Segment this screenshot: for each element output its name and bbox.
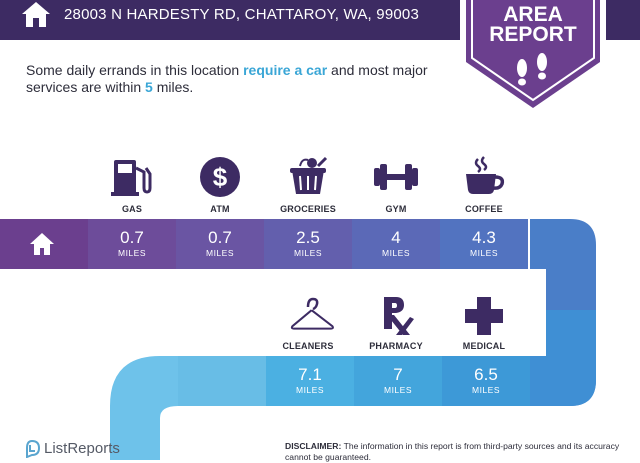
cleaners-icon-wrap: [264, 295, 352, 341]
listreports-logo-icon: [26, 440, 40, 458]
label-pharmacy: PHARMACY: [369, 341, 423, 351]
medical-icon-wrap: [440, 295, 528, 341]
dumbbell-icon: [374, 164, 418, 190]
atm-icon-wrap: $: [176, 156, 264, 202]
label-gym: GYM: [385, 204, 407, 214]
disclaimer: DISCLAIMER: The information in this repo…: [285, 441, 620, 462]
distance-band-row2: 7.1 MILES 7 MILES 6.5 MILES: [178, 356, 530, 406]
highlight-require-car: require a car: [243, 62, 328, 78]
gas-icon-wrap: [88, 156, 176, 202]
gym-icon-wrap: [352, 156, 440, 202]
distance-coffee: 4.3 MILES: [440, 219, 528, 269]
gas-pump-icon: [111, 160, 152, 196]
coffee-icon-wrap: [440, 156, 528, 202]
dollar-icon: $: [200, 157, 240, 197]
label-gas: GAS: [121, 204, 143, 214]
footprints-icon: [517, 53, 547, 86]
home-segment: [0, 219, 88, 269]
label-groceries: GROCERIES: [280, 204, 336, 214]
intro-text: Some daily errands in this location requ…: [26, 62, 428, 95]
rx-icon: [384, 297, 414, 335]
distance-pharmacy: 7 MILES: [354, 356, 442, 406]
label-medical: MEDICAL: [462, 341, 506, 351]
distance-cleaners: 7.1 MILES: [266, 356, 354, 406]
distance-gym: 4 MILES: [352, 219, 440, 269]
blank-segment: [178, 356, 266, 406]
medical-cross-icon: [465, 297, 503, 335]
badge-title-line2: REPORT: [489, 23, 577, 46]
area-report-badge: [460, 0, 606, 116]
home-icon: [22, 2, 50, 27]
badge-title-line1: AREA: [503, 3, 563, 26]
pharmacy-icon-wrap: [352, 295, 440, 341]
distance-band-row1: 0.7 MILES 0.7 MILES 2.5 MILES 4 MILES 4.3 MIL…: [0, 219, 530, 269]
label-coffee: COFFEE: [465, 204, 503, 214]
home-icon: [30, 233, 54, 255]
listreports-brand: ListReports: [44, 440, 120, 457]
distance-gas: 0.7 MILES: [88, 219, 176, 269]
distance-medical: 6.5 MILES: [442, 356, 530, 406]
distance-atm: 0.7 MILES: [176, 219, 264, 269]
highlight-miles-count: 5: [145, 79, 153, 95]
svg-text:$: $: [213, 162, 228, 192]
label-atm: ATM: [210, 204, 230, 214]
groceries-icon-wrap: [264, 156, 352, 202]
property-address: 28003 N HARDESTY RD, CHATTAROY, WA, 9900…: [64, 6, 419, 23]
grocery-basket-icon: [290, 156, 328, 194]
distance-groceries: 2.5 MILES: [264, 219, 352, 269]
coffee-cup-icon: [466, 156, 505, 194]
hanger-icon: [290, 297, 334, 330]
label-cleaners: CLEANERS: [282, 341, 334, 351]
